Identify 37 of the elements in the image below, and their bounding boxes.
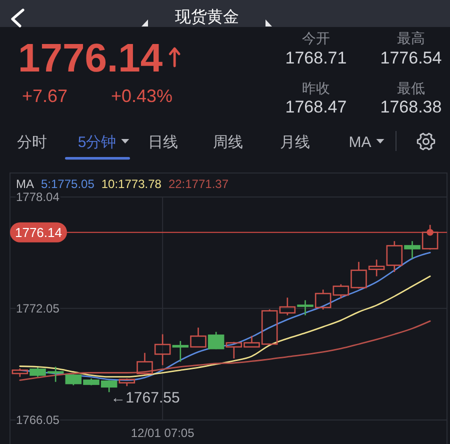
text: 22:1771.37 xyxy=(168,177,229,191)
annotation: ←1767.55 xyxy=(110,389,180,406)
line-series xyxy=(19,320,431,381)
y-tick-label: 1778.04 xyxy=(16,190,60,204)
legend-title: MA xyxy=(16,177,34,191)
candlestick xyxy=(404,240,420,260)
x-tick-label: 12/01 07:05 xyxy=(130,426,195,440)
candlestick xyxy=(297,300,314,316)
text: 1776.14 xyxy=(18,36,164,80)
text: 5:1775.05 xyxy=(41,177,95,191)
text: 日线 xyxy=(148,134,178,151)
candlestick xyxy=(190,326,206,348)
text: +0.43% xyxy=(111,86,173,106)
chart-title: 现货黄金 xyxy=(175,8,239,26)
text: 分时 xyxy=(17,134,47,151)
text: 1768.71 xyxy=(285,48,347,68)
candlestick xyxy=(136,352,153,374)
candlestick xyxy=(154,334,171,366)
text: 最低 xyxy=(397,80,425,96)
candlestick xyxy=(172,340,189,362)
text: 今开 xyxy=(302,30,330,46)
ref-line-label: 1776.14 xyxy=(14,224,62,240)
text: +7.67 xyxy=(22,86,68,106)
text: 5分钟 xyxy=(78,134,116,151)
text: 月线 xyxy=(280,134,310,151)
text: 1768.47 xyxy=(285,98,347,116)
candlestick xyxy=(386,240,403,273)
y-tick-label: 1772.05 xyxy=(16,302,60,316)
text: 1768.38 xyxy=(380,98,442,116)
text: 10:1773.78 xyxy=(101,177,162,191)
text: 最高 xyxy=(397,30,425,46)
text: 昨收 xyxy=(302,80,330,96)
y-tick-label: 1766.05 xyxy=(16,413,60,428)
text: 周线 xyxy=(213,134,243,151)
candlestick xyxy=(279,296,296,316)
text: MA xyxy=(348,134,372,151)
text: 1776.54 xyxy=(380,48,442,68)
